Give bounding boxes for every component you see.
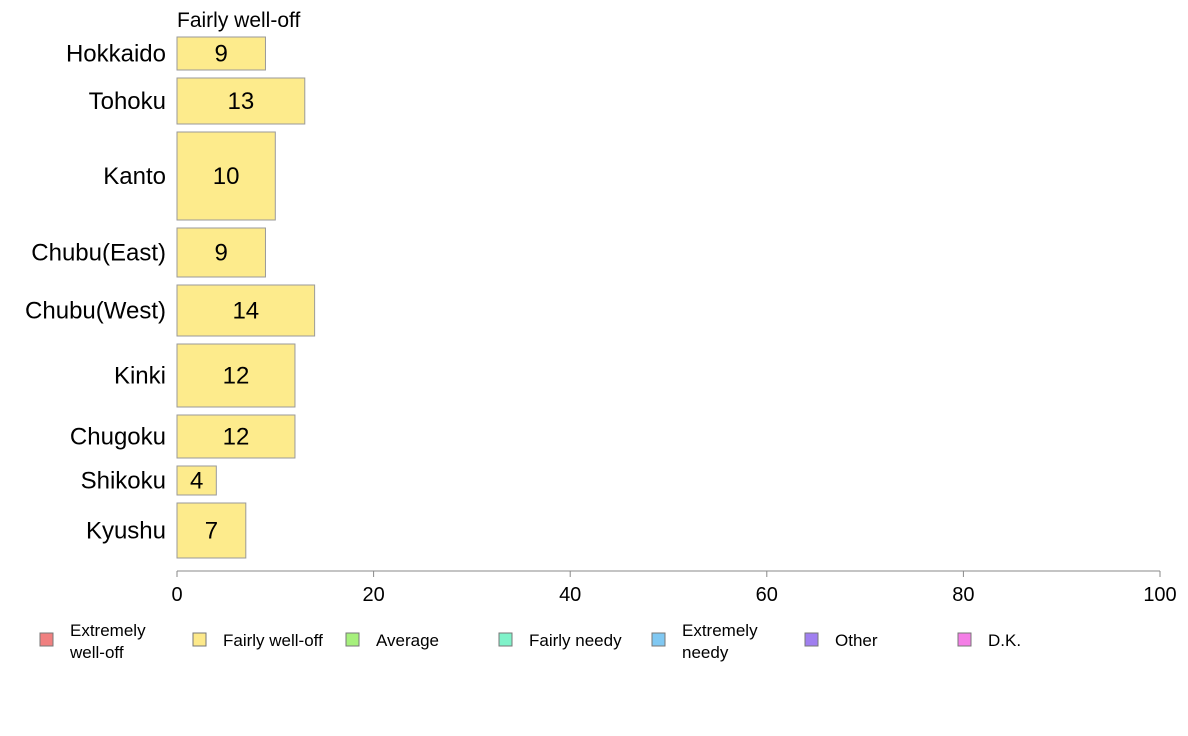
legend-swatch <box>192 632 207 647</box>
value-label: 7 <box>205 518 218 545</box>
legend-swatch <box>39 632 54 647</box>
category-label: Shikoku <box>81 468 166 495</box>
legend-swatch <box>957 632 972 647</box>
legend: Extremely well-off Fairly well-off Average F… <box>39 621 1021 662</box>
x-tick-label: 60 <box>756 584 778 606</box>
legend-label: Extremely <box>682 621 758 640</box>
legend-label: needy <box>682 643 729 662</box>
bars-group: Hokkaido 9 Tohoku 13 Kanto 10 Chubu(East) 9 Chub… <box>25 36 316 559</box>
bar-kyushu <box>176 502 247 559</box>
value-label: 14 <box>232 298 259 325</box>
category-label: Chubu(West) <box>25 298 166 325</box>
legend-swatch <box>804 632 819 647</box>
bar-chubu-east <box>176 227 266 278</box>
value-label: 9 <box>215 41 228 68</box>
category-label: Kyushu <box>86 518 166 545</box>
legend-label: Extremely <box>70 621 146 640</box>
legend-swatch <box>345 632 360 647</box>
value-label: 10 <box>213 163 240 190</box>
bar-tohoku <box>176 77 306 125</box>
value-label: 12 <box>223 363 250 390</box>
legend-label: well-off <box>69 643 124 662</box>
legend-label: Fairly well-off <box>223 631 323 650</box>
x-axis: 0 20 40 60 80 100 <box>171 570 1177 606</box>
legend-label: Fairly needy <box>529 631 622 650</box>
category-label: Hokkaido <box>66 41 166 68</box>
x-tick-label: 40 <box>559 584 581 606</box>
legend-label: Other <box>835 631 878 650</box>
category-label: Chubu(East) <box>31 240 166 267</box>
x-tick-label: 100 <box>1143 584 1176 606</box>
value-label: 4 <box>190 468 203 495</box>
value-label: 9 <box>215 240 228 267</box>
value-label: 13 <box>228 88 255 115</box>
legend-swatch <box>651 632 666 647</box>
category-label: Chugoku <box>70 424 166 451</box>
category-label: Tohoku <box>89 88 166 115</box>
panel-title: Fairly well-off <box>177 9 300 32</box>
legend-label: D.K. <box>988 631 1021 650</box>
legend-label: Average <box>376 631 439 650</box>
bar-kanto <box>176 131 276 221</box>
category-label: Kinki <box>114 363 166 390</box>
value-label: 12 <box>223 424 250 451</box>
bar-kinki <box>176 343 296 408</box>
x-tick-label: 80 <box>952 584 974 606</box>
bar-hokkaido <box>176 36 266 71</box>
x-tick-label: 0 <box>171 584 182 606</box>
category-label: Kanto <box>103 163 166 190</box>
bar-shikoku <box>176 465 217 496</box>
bar-chugoku <box>176 414 296 459</box>
bar-chubu-west <box>176 284 316 337</box>
x-tick-label: 20 <box>362 584 384 606</box>
legend-swatch <box>498 632 513 647</box>
